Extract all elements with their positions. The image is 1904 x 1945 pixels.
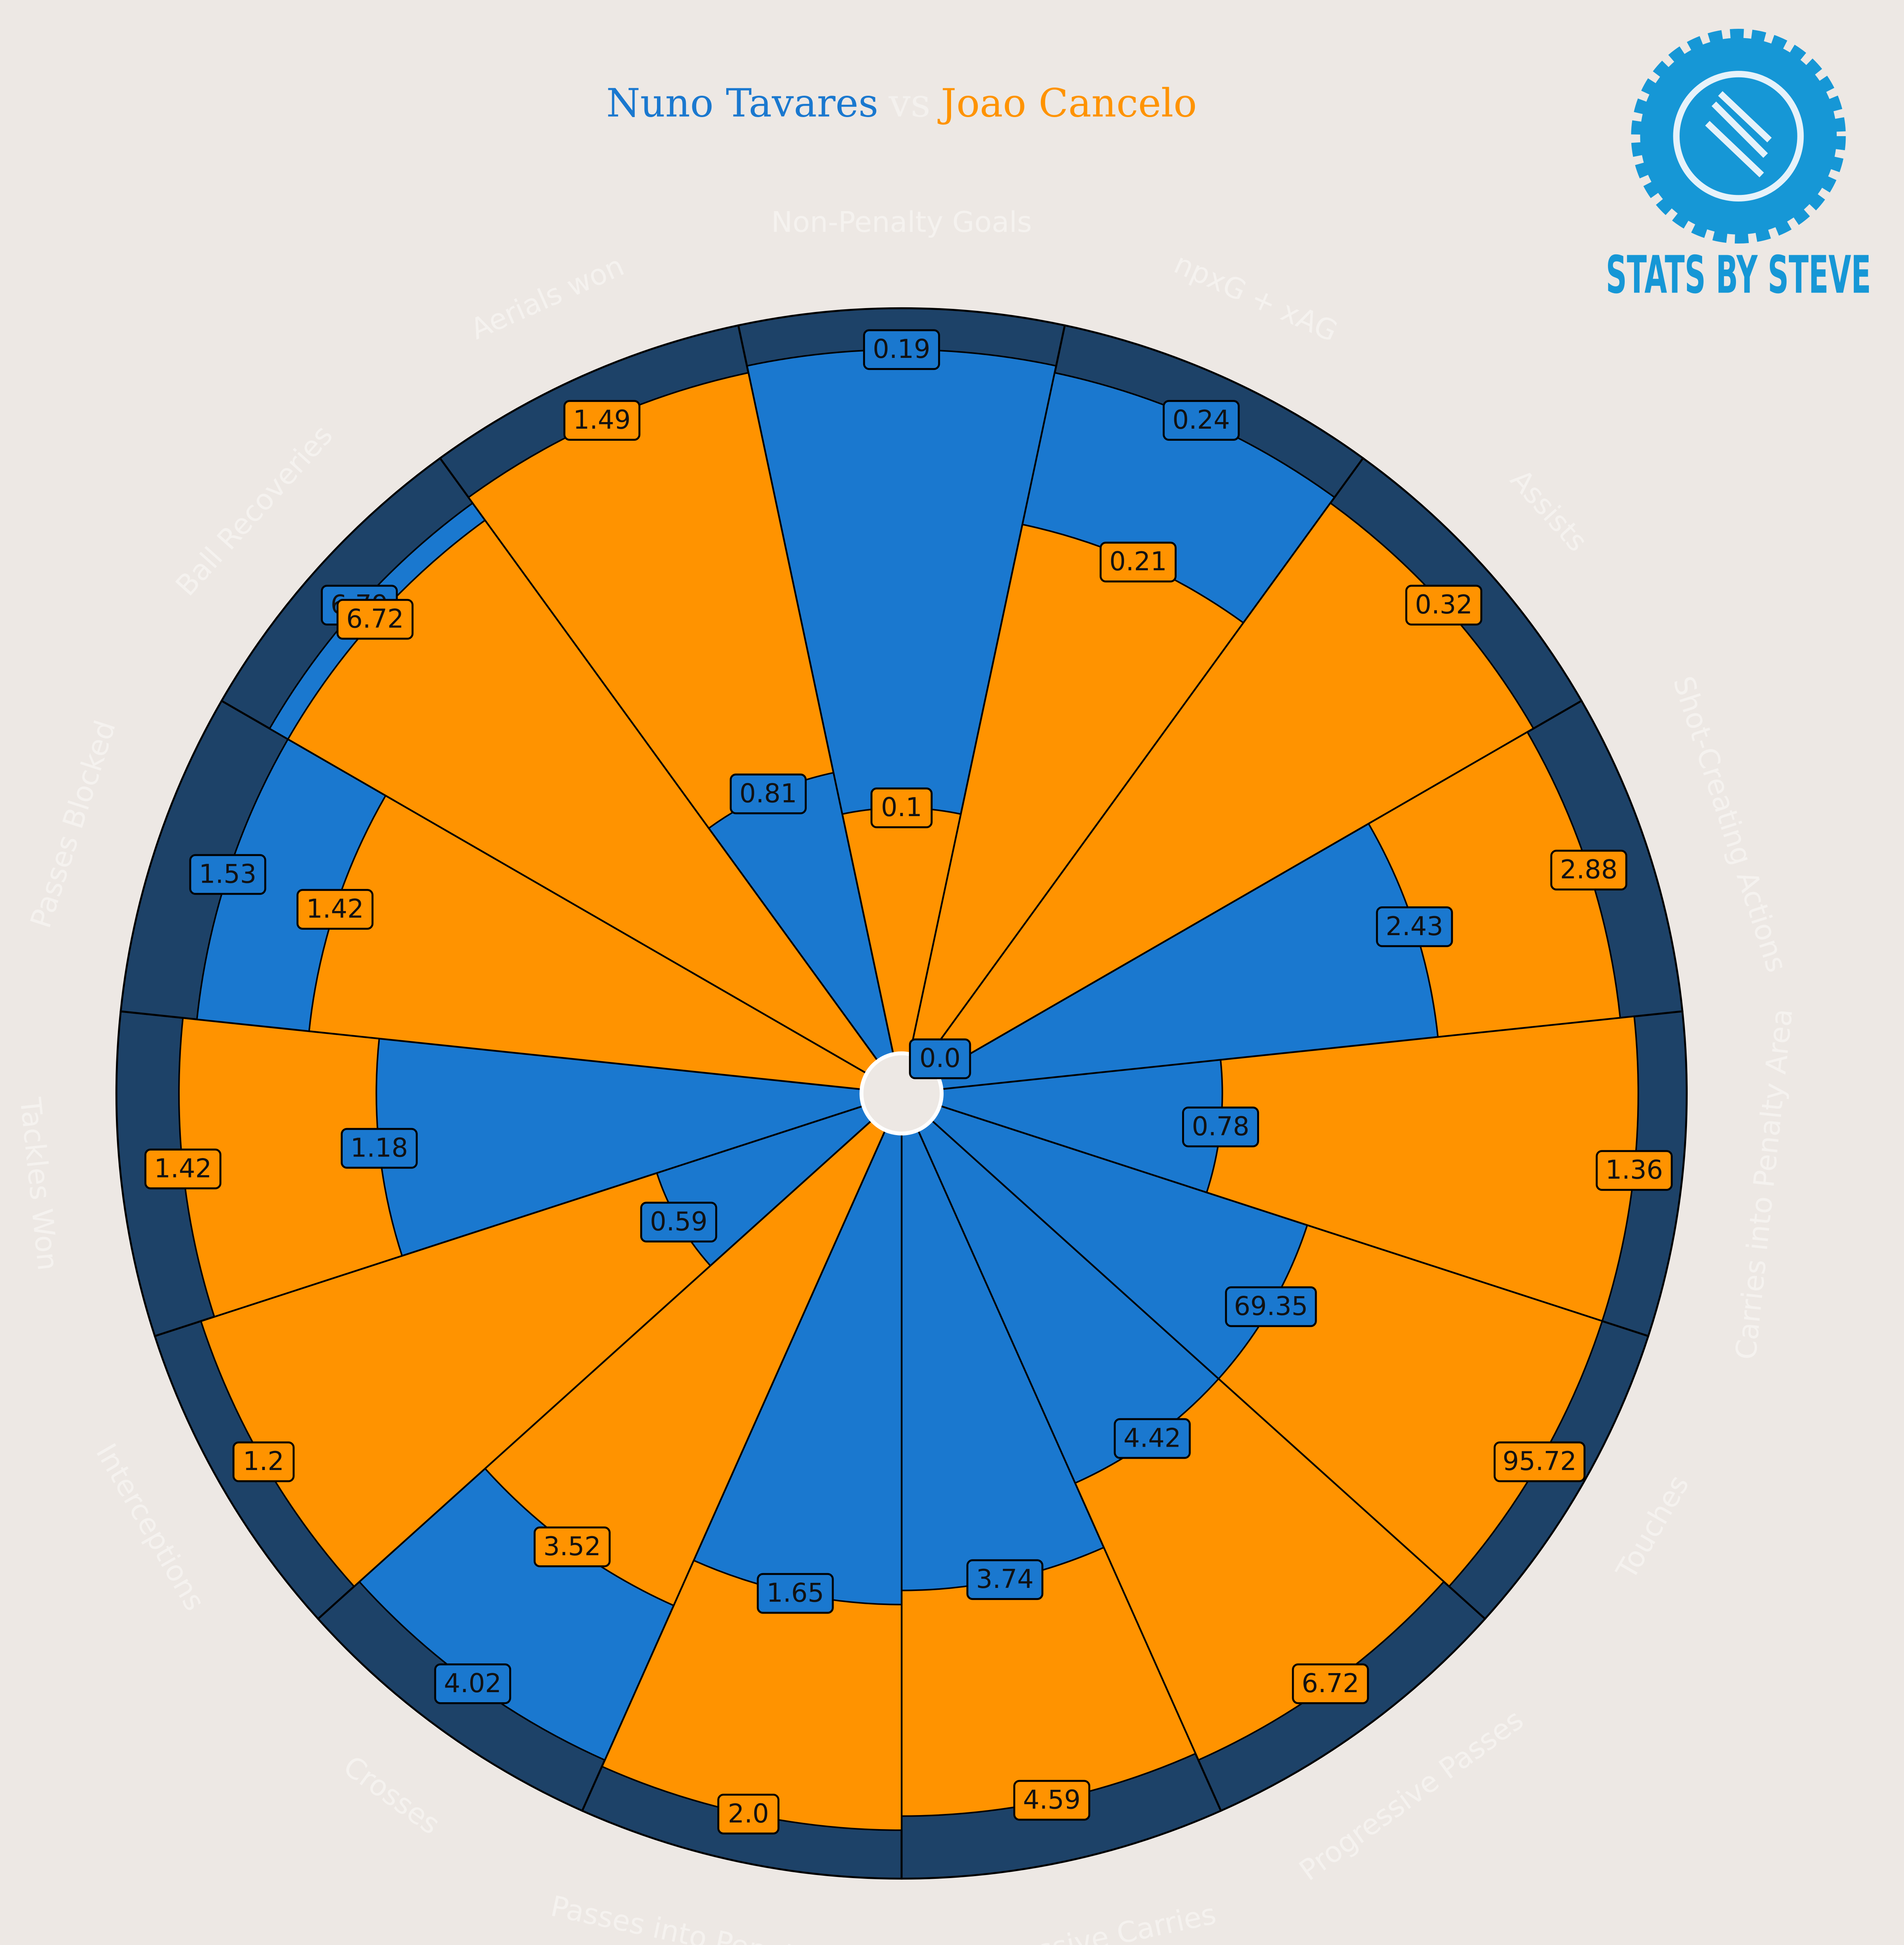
value-label: 1.2: [243, 1446, 284, 1476]
value-label-box: [296, 889, 374, 930]
value-label-box: [640, 1202, 717, 1243]
value-label: 0.21: [1109, 546, 1167, 576]
logo-icon: [1705, 91, 1772, 177]
logo-text: STATS BY STEVE: [1606, 245, 1871, 305]
value-label: 1.53: [199, 859, 256, 889]
value-label: 0.0: [920, 1043, 961, 1073]
value-label-box: [1405, 585, 1482, 626]
value-label: 4.42: [1123, 1423, 1181, 1453]
value-label-box: [563, 400, 641, 441]
value-label: 0.81: [739, 778, 797, 808]
chart-title: Nuno Tavares vs Joao Cancelo: [606, 81, 1197, 126]
value-label: 4.02: [444, 1668, 501, 1698]
value-label: 1.49: [573, 405, 631, 435]
logo-badge: [1631, 29, 1846, 244]
value-label-box: [1013, 1780, 1090, 1821]
value-label: 1.18: [350, 1132, 408, 1163]
value-label-box: [1596, 1150, 1673, 1191]
value-label-box: [336, 599, 414, 640]
value-label-box: [1100, 541, 1177, 583]
title-player-2: Joao Cancelo: [937, 81, 1197, 126]
value-label-box: [1182, 1106, 1259, 1148]
value-label-box: [340, 1128, 418, 1169]
title-separator: vs: [888, 81, 931, 126]
value-label: 1.36: [1605, 1155, 1663, 1185]
value-label-box: [863, 329, 940, 370]
value-label: 69.35: [1234, 1291, 1308, 1321]
value-label: 0.59: [650, 1206, 708, 1237]
value-label-box: [909, 1038, 971, 1079]
value-label: 0.1: [881, 792, 922, 822]
value-label-box: [189, 854, 266, 895]
value-label-box: [533, 1526, 611, 1567]
value-label-box: [1163, 400, 1240, 441]
value-label: 0.32: [1415, 589, 1473, 620]
value-label: 1.42: [154, 1153, 212, 1183]
value-label-box: [232, 1441, 295, 1482]
value-label: 6.72: [346, 603, 404, 634]
value-label: 0.78: [1192, 1111, 1249, 1141]
value-label-box: [1376, 906, 1453, 947]
value-label-box: [1550, 850, 1627, 891]
title-player-1: Nuno Tavares: [606, 81, 879, 126]
credit: @stephenaq7: [1710, 1943, 1827, 1945]
value-label-box: [1114, 1418, 1191, 1459]
value-label: 2.88: [1560, 854, 1618, 885]
value-label: 0.19: [873, 334, 930, 364]
value-label: 1.65: [767, 1578, 824, 1608]
value-label-box: [1292, 1663, 1369, 1704]
value-label-box: [434, 1663, 511, 1704]
logo-ring: [1673, 71, 1804, 202]
param-label: Non-Penalty Goals: [771, 206, 1032, 239]
value-label: 4.59: [1023, 1784, 1081, 1815]
value-label: 1.42: [306, 894, 364, 924]
value-label-box: [1493, 1441, 1586, 1482]
value-label: 3.52: [543, 1531, 601, 1561]
value-label: 2.43: [1386, 911, 1443, 941]
value-label-box: [730, 773, 807, 815]
value-label-box: [966, 1559, 1044, 1600]
value-label-box: [144, 1148, 222, 1190]
logo: STATS BY STEVE: [1606, 29, 1871, 305]
value-label: 6.72: [1301, 1668, 1359, 1698]
value-label-box: [870, 787, 933, 829]
value-label-box: [717, 1794, 779, 1835]
value-label: 3.74: [976, 1564, 1033, 1594]
value-label: 2.0: [728, 1798, 769, 1829]
value-label: 0.24: [1172, 405, 1230, 435]
value-label-box: [757, 1573, 834, 1614]
value-label-box: [1225, 1286, 1317, 1327]
slices: [115, 307, 1688, 1880]
value-label: 95.72: [1503, 1446, 1576, 1476]
